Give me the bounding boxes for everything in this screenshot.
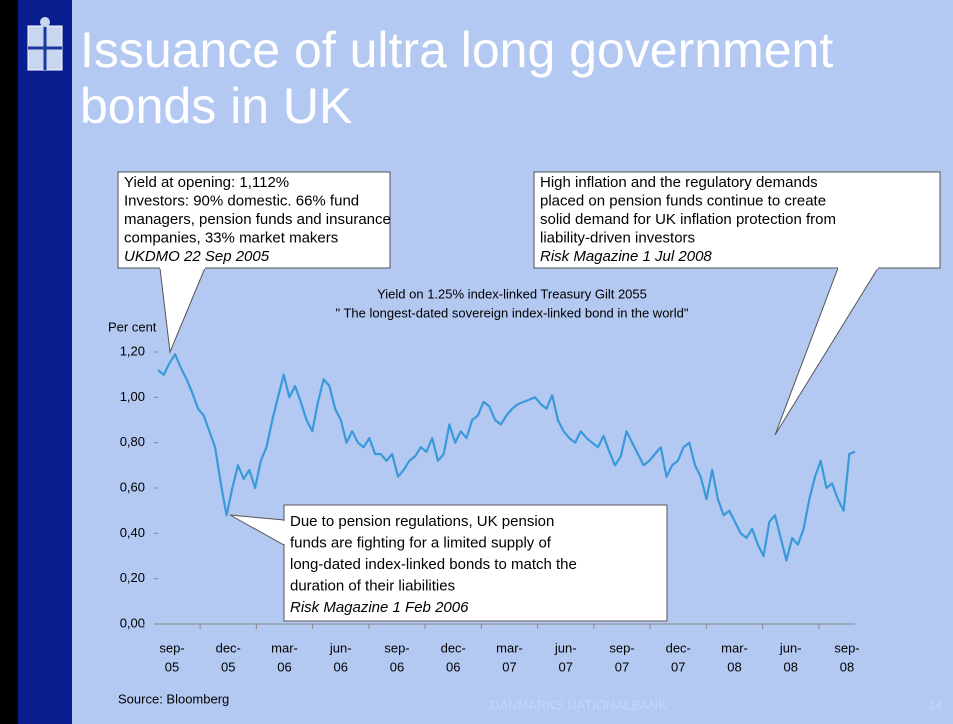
x-tick-label: sep-	[159, 640, 184, 655]
y-tick-label: 0,40	[120, 525, 145, 540]
x-tick-label: 05	[165, 659, 179, 674]
x-tick-label: jun-	[554, 640, 577, 655]
callout-text: duration of their liabilities	[290, 577, 455, 594]
x-tick-label: dec-	[216, 640, 241, 655]
callout-text: Yield at opening: 1,112%	[124, 174, 289, 191]
callout-text: companies, 33% market makers	[124, 229, 338, 246]
callout-box	[117, 171, 391, 269]
callout-text: solid demand for UK inflation protection…	[540, 211, 836, 228]
data-line	[157, 353, 856, 562]
callout-tail	[774, 267, 879, 436]
x-tick-label: 08	[784, 659, 798, 674]
x-tick-label: sep-	[609, 640, 634, 655]
slide-title: Issuance of ultra long government bonds …	[80, 22, 834, 134]
callout-source: Risk Magazine 1 Jul 2008	[540, 248, 712, 265]
y-tick-label: 0,20	[120, 570, 145, 585]
source: Source: Bloomberg	[118, 691, 229, 706]
x-tick-label: 06	[446, 659, 460, 674]
logo	[27, 17, 63, 71]
x-tick-label: jun-	[329, 640, 352, 655]
callout-text: Due to pension regulations, UK pension	[290, 513, 554, 530]
x-tick-label: 06	[390, 659, 404, 674]
y-axis-label: Per cent	[108, 319, 157, 334]
callout-text: funds are fighting for a limited supply …	[290, 534, 552, 551]
callout-text: placed on pension funds continue to crea…	[540, 192, 826, 209]
x-tick-label: mar-	[496, 640, 523, 655]
callout-tail	[229, 514, 285, 546]
x-tick-label: 07	[671, 659, 685, 674]
x-tick-label: 07	[502, 659, 516, 674]
callout-tail	[159, 267, 206, 354]
y-tick-label: 0,00	[120, 615, 145, 630]
page-number: 14	[928, 697, 942, 712]
y-tick-label: 1,00	[120, 389, 145, 404]
x-tick-label: dec-	[441, 640, 466, 655]
callout-text: High inflation and the regulatory demand…	[540, 174, 818, 191]
left-band	[18, 0, 72, 724]
left-bar	[0, 0, 18, 724]
x-tick-label: sep-	[834, 640, 859, 655]
footer: DANMARKS NATIONALBANK	[490, 697, 667, 712]
x-tick-label: jun-	[779, 640, 802, 655]
x-tick-label: dec-	[666, 640, 691, 655]
x-tick-label: 08	[727, 659, 741, 674]
chart-subtitle: " The longest-dated sovereign index-link…	[336, 305, 689, 320]
callout-box	[283, 504, 668, 622]
x-tick-label: 07	[559, 659, 573, 674]
x-tick-label: 08	[840, 659, 854, 674]
callout-source: UKDMO 22 Sep 2005	[124, 248, 270, 265]
y-tick-label: 0,80	[120, 434, 145, 449]
callout-text: liability-driven investors	[540, 229, 695, 246]
callout-source: Risk Magazine 1 Feb 2006	[290, 599, 469, 616]
x-tick-label: 07	[615, 659, 629, 674]
x-tick-label: 06	[334, 659, 348, 674]
y-tick-label: 0,60	[120, 479, 145, 494]
x-tick-label: mar-	[721, 640, 748, 655]
x-tick-label: sep-	[384, 640, 409, 655]
callout-text: managers, pension funds and insurance	[124, 211, 391, 228]
callout-text: Investors: 90% domestic. 66% fund	[124, 192, 359, 209]
y-tick-label: 1,20	[120, 343, 145, 358]
x-tick-label: mar-	[271, 640, 298, 655]
callout-text: long-dated index-linked bonds to match t…	[290, 556, 577, 573]
x-tick-label: 06	[277, 659, 291, 674]
x-tick-label: 05	[221, 659, 235, 674]
callout-box	[533, 171, 941, 269]
chart-title: Yield on 1.25% index-linked Treasury Gil…	[377, 286, 647, 301]
